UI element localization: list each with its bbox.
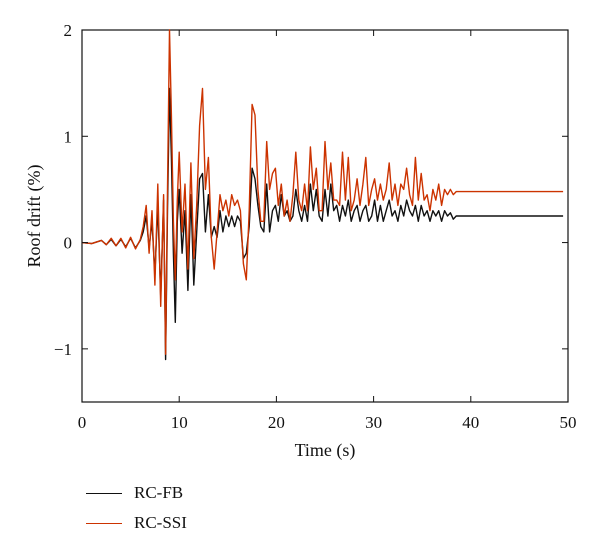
- legend-item-rc-fb: RC-FB: [86, 478, 187, 508]
- legend: RC-FB RC-SSI: [86, 478, 187, 538]
- legend-item-rc-ssi: RC-SSI: [86, 508, 187, 538]
- x-tick-label: 0: [78, 413, 87, 432]
- plot-frame: [81, 29, 569, 403]
- y-axis-title: Roof drift (%): [24, 165, 45, 268]
- y-tick-label: −1: [54, 340, 72, 359]
- series-line-rc-ssi: [81, 29, 564, 355]
- series-line-rc-fb: [81, 87, 564, 361]
- legend-swatch-rc-ssi: [86, 522, 122, 524]
- legend-label-rc-ssi: RC-SSI: [134, 513, 187, 532]
- legend-swatch-rc-fb: [86, 492, 122, 494]
- y-tick-label: 1: [64, 127, 73, 146]
- x-tick-label: 30: [365, 413, 382, 432]
- series-layer: [81, 29, 564, 361]
- y-tick-label: 2: [64, 21, 73, 40]
- x-tick-label: 50: [560, 413, 577, 432]
- x-axis-title: Time (s): [295, 440, 356, 461]
- y-tick-label: 0: [64, 234, 73, 253]
- axis-ticks: 0 10 20 30 40 50 −1 0 1 2: [54, 21, 577, 432]
- x-tick-label: 40: [462, 413, 479, 432]
- x-tick-label: 20: [268, 413, 285, 432]
- x-tick-label: 10: [171, 413, 188, 432]
- legend-label-rc-fb: RC-FB: [134, 483, 184, 502]
- plot-border: [81, 29, 569, 403]
